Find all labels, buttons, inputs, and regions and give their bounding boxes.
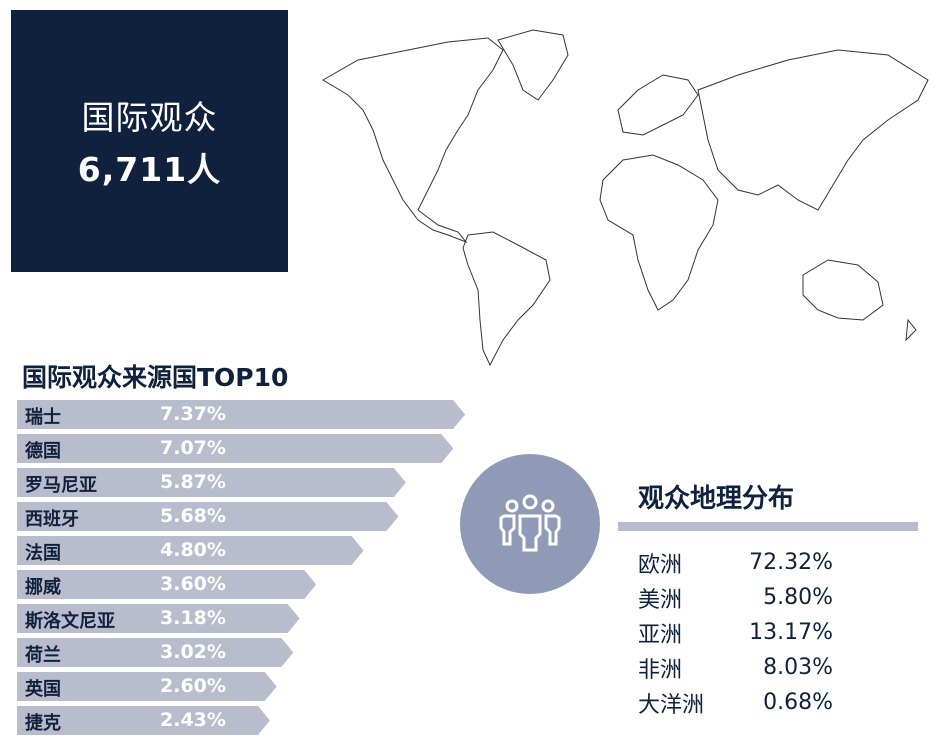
bar-8: 英国 2.60% bbox=[17, 672, 277, 701]
geo-row: 亚洲 13.17% bbox=[638, 615, 833, 650]
geo-row: 大洋洲 0.68% bbox=[638, 685, 833, 720]
bar-value-label: 4.80% bbox=[160, 539, 226, 561]
bar-3: 西班牙 5.68% bbox=[17, 502, 399, 531]
continent-share: 72.32% bbox=[749, 550, 833, 575]
bar-1: 德国 7.07% bbox=[17, 434, 454, 463]
africa-outline bbox=[599, 154, 719, 311]
international-visitors-card: 国际观众 6,711人 bbox=[11, 10, 288, 272]
geo-distribution-title: 观众地理分布 bbox=[638, 484, 795, 514]
europe-outline bbox=[617, 74, 699, 136]
people-group-icon bbox=[460, 454, 600, 594]
bar-value-label: 5.68% bbox=[160, 505, 226, 527]
continent-share: 0.68% bbox=[763, 690, 833, 715]
bar-value-label: 5.87% bbox=[160, 471, 226, 493]
bar-shape bbox=[17, 502, 399, 531]
bar-category-label: 西班牙 bbox=[25, 509, 79, 530]
hero-title: 国际观众 bbox=[81, 98, 218, 137]
top10-bar-chart: 瑞士 7.37% 德国 7.07% 罗马尼亚 5.87% 西班牙 5.68% 法… bbox=[17, 400, 477, 740]
greenland-outline bbox=[497, 29, 569, 101]
asia-outline bbox=[697, 49, 929, 211]
continent-share: 8.03% bbox=[763, 655, 833, 680]
continent-name: 非洲 bbox=[638, 657, 683, 683]
bar-shape bbox=[17, 468, 406, 497]
australia-outline bbox=[802, 259, 884, 321]
bar-value-label: 3.18% bbox=[160, 607, 226, 629]
bar-category-label: 捷克 bbox=[25, 713, 61, 734]
bar-7: 荷兰 3.02% bbox=[17, 638, 294, 667]
bar-category-label: 德国 bbox=[25, 441, 61, 462]
bar-shape bbox=[17, 400, 466, 429]
bar-shape bbox=[17, 570, 317, 599]
bar-value-label: 3.02% bbox=[160, 641, 226, 663]
continent-name: 美洲 bbox=[638, 587, 683, 613]
geo-row: 非洲 8.03% bbox=[638, 650, 833, 685]
bar-shape bbox=[17, 672, 277, 701]
bar-category-label: 瑞士 bbox=[25, 407, 61, 428]
bar-shape bbox=[17, 536, 364, 565]
bar-5: 挪威 3.60% bbox=[17, 570, 317, 599]
bar-value-label: 3.60% bbox=[160, 573, 226, 595]
continent-share: 13.17% bbox=[749, 620, 833, 645]
continent-name: 大洋洲 bbox=[638, 692, 705, 718]
bar-9: 捷克 2.43% bbox=[17, 706, 270, 735]
continent-name: 欧洲 bbox=[638, 552, 683, 578]
geo-distribution-list: 欧洲 72.32% 美洲 5.80% 亚洲 13.17% 非洲 8.03% 大洋洲 0.68% bbox=[638, 545, 833, 720]
continent-name: 亚洲 bbox=[638, 622, 683, 648]
bar-shape bbox=[17, 434, 454, 463]
bar-value-label: 7.37% bbox=[160, 403, 226, 425]
bar-shape bbox=[17, 706, 270, 735]
bar-6: 斯洛文尼亚 3.18% bbox=[17, 604, 300, 633]
bar-value-label: 7.07% bbox=[160, 437, 226, 459]
top10-title: 国际观众来源国TOP10 bbox=[22, 363, 289, 392]
geo-row: 美洲 5.80% bbox=[638, 580, 833, 615]
divider bbox=[618, 522, 918, 531]
bar-shape bbox=[17, 638, 294, 667]
bar-category-label: 挪威 bbox=[25, 577, 61, 598]
south-america-outline bbox=[462, 231, 551, 367]
bar-0: 瑞士 7.37% bbox=[17, 400, 466, 429]
bar-shape bbox=[17, 604, 300, 633]
hero-count: 6,711人 bbox=[77, 150, 222, 189]
bar-value-label: 2.60% bbox=[160, 675, 226, 697]
continent-share: 5.80% bbox=[763, 585, 833, 610]
bar-2: 罗马尼亚 5.87% bbox=[17, 468, 406, 497]
bar-category-label: 英国 bbox=[25, 679, 61, 700]
bar-category-label: 罗马尼亚 bbox=[25, 475, 97, 496]
bar-category-label: 荷兰 bbox=[25, 645, 61, 666]
new-zealand-outline bbox=[905, 318, 917, 342]
bar-category-label: 法国 bbox=[25, 543, 61, 564]
bar-category-label: 斯洛文尼亚 bbox=[25, 611, 115, 632]
bar-value-label: 2.43% bbox=[160, 709, 226, 731]
geo-row: 欧洲 72.32% bbox=[638, 545, 833, 580]
north-america-outline bbox=[322, 37, 504, 244]
bar-4: 法国 4.80% bbox=[17, 536, 364, 565]
world-map-icon bbox=[322, 29, 929, 367]
